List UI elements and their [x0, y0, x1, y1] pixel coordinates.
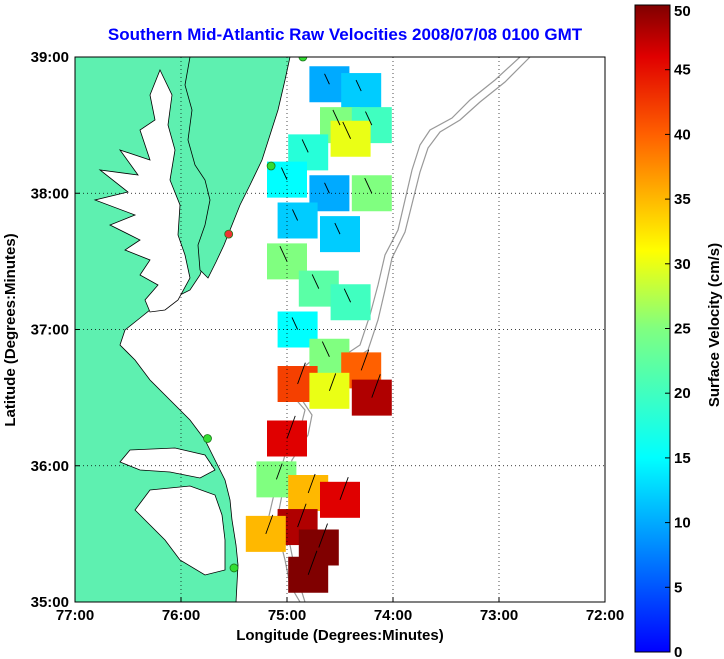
- velocity-arrow: [339, 477, 349, 500]
- velocity-arrow: [355, 79, 362, 92]
- y-tick-label: 37:00: [31, 322, 69, 339]
- colorbar-ticks: 0 5 10 15 20 25 30 35 40 45 50: [665, 3, 691, 659]
- y-tick-label: 38:00: [31, 185, 69, 202]
- chart-title: Southern Mid-Atlantic Raw Velocities 200…: [108, 25, 583, 44]
- velocity-arrow: [286, 415, 296, 439]
- velocity-arrow: [371, 374, 381, 398]
- velocity-arrow: [324, 182, 330, 194]
- velocity-arrow: [291, 317, 299, 330]
- station-marker: [229, 563, 239, 573]
- station-marker: [298, 57, 308, 62]
- chesapeake-bay: [93, 69, 191, 313]
- x-tick-label: 77:00: [56, 607, 94, 624]
- velocity-arrow: [311, 274, 320, 289]
- velocity-arrow: [279, 246, 288, 262]
- colorbar-tick-label: 35: [674, 191, 691, 208]
- x-tick-label: 74:00: [374, 607, 412, 624]
- y-axis-label: Latitude (Degrees:Minutes): [2, 233, 19, 426]
- velocity-arrow: [360, 349, 370, 371]
- colorbar-tick-label: 15: [674, 450, 691, 467]
- velocity-arrow: [297, 362, 306, 385]
- x-tick-label: 76:00: [162, 607, 200, 624]
- colorbar-tick-label: 25: [674, 321, 691, 338]
- land-delmarva: [184, 57, 291, 279]
- colorbar-tick-label: 20: [674, 385, 691, 402]
- y-tick-label: 39:00: [31, 49, 69, 66]
- velocity-arrow: [275, 463, 283, 480]
- velocity-arrow: [307, 473, 316, 494]
- albemarle-sound: [119, 447, 216, 479]
- x-tick-label: 73:00: [480, 607, 518, 624]
- velocity-arrow: [328, 373, 337, 391]
- bathymetry-contour-shelf: [267, 57, 521, 602]
- velocity-arrow: [364, 177, 373, 194]
- y-tick-label: 36:00: [31, 458, 69, 475]
- velocity-arrow: [280, 167, 288, 180]
- grid-lines: [75, 57, 605, 602]
- x-tick-label: 72:00: [586, 607, 624, 624]
- colorbar-tick-label: 5: [674, 579, 682, 596]
- velocity-arrow: [297, 503, 307, 528]
- velocity-field: [245, 66, 392, 593]
- colorbar-tick-label: 30: [674, 256, 691, 273]
- y-axis-ticks: 35:00 36:00 37:00 38:00 39:00: [31, 49, 80, 611]
- velocity-arrow: [301, 139, 309, 153]
- colorbar-label: Surface Velocity (cm/s): [706, 243, 723, 407]
- y-tick-label: 35:00: [31, 594, 69, 611]
- station-marker: [224, 229, 234, 239]
- radar-stations: [203, 57, 308, 573]
- velocity-arrow: [334, 222, 341, 235]
- velocity-arrow: [265, 514, 274, 535]
- colorbar-tick-label: 45: [674, 62, 691, 79]
- velocity-arrow: [365, 111, 373, 126]
- velocity-arrow: [318, 523, 328, 548]
- velocity-arrow: [324, 73, 330, 85]
- velocity-arrow: [343, 288, 352, 303]
- station-marker: [266, 161, 276, 171]
- plot-area: [74, 56, 606, 603]
- colorbar-tick-label: 50: [674, 3, 691, 20]
- colorbar-gradient: [634, 4, 671, 653]
- velocity-arrow: [321, 341, 330, 357]
- pamlico-sound: [134, 485, 226, 576]
- colorbar-tick-label: 40: [674, 126, 691, 143]
- velocity-arrow: [332, 109, 341, 126]
- colorbar-tick-label: 0: [674, 644, 682, 659]
- colorbar: 0 5 10 15 20 25 30 35 40 45 50 Surface Velocity (c…: [634, 3, 723, 659]
- velocity-arrow: [307, 550, 318, 575]
- station-marker: [203, 434, 212, 443]
- x-axis-label: Longitude (Degrees:Minutes): [236, 627, 444, 644]
- x-axis-ticks: 77:00 76:00 75:00 74:00 73:00 72:00: [56, 597, 624, 624]
- velocity-arrow: [292, 209, 299, 221]
- colorbar-tick-label: 10: [674, 515, 691, 532]
- x-tick-label: 75:00: [268, 607, 306, 624]
- velocity-arrow: [342, 121, 352, 139]
